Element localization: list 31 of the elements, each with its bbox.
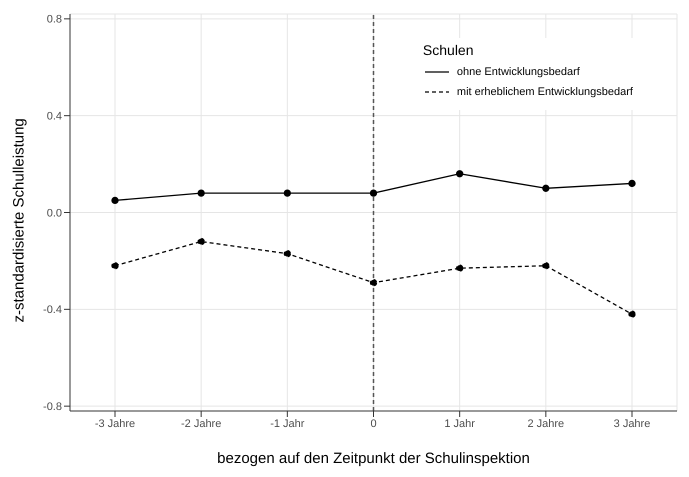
point <box>370 189 378 197</box>
x-tick-label: 1 Jahr <box>444 418 476 430</box>
point <box>370 279 378 286</box>
x-axis-title: bezogen auf den Zeitpunkt der Schulinspektion <box>217 450 530 467</box>
point <box>628 310 636 318</box>
point <box>284 189 291 197</box>
legend-title: Schulen <box>422 42 474 58</box>
point <box>542 262 550 270</box>
point <box>456 170 464 178</box>
x-tick-label: -2 Jahre <box>180 418 222 430</box>
point <box>111 262 119 270</box>
y-tick-label: -0.4 <box>43 304 62 316</box>
x-tick-label: 3 Jahre <box>614 418 650 430</box>
point <box>628 180 636 188</box>
legend-label: mit erheblichem Entwicklungsbedarf <box>456 86 633 98</box>
x-tick-label: -1 Jahr <box>270 418 305 430</box>
y-tick-label: 0.8 <box>46 14 62 26</box>
point <box>111 196 119 204</box>
y-tick-label: 0.4 <box>46 110 62 123</box>
x-tick-label: -3 Jahre <box>94 418 136 430</box>
y-axis-title: z-standardisierte Schulleistung <box>10 118 28 322</box>
x-tick-label: 0 <box>370 418 377 430</box>
point <box>198 189 205 197</box>
point <box>542 184 550 192</box>
x-tick-label: 2 Jahre <box>527 418 564 430</box>
legend-label: ohne Entwicklungsbedarf <box>456 66 580 78</box>
point <box>456 264 464 272</box>
point <box>198 238 205 246</box>
point <box>284 250 291 258</box>
y-tick-label: 0.0 <box>46 207 62 220</box>
y-tick-label: -0.8 <box>43 401 62 414</box>
